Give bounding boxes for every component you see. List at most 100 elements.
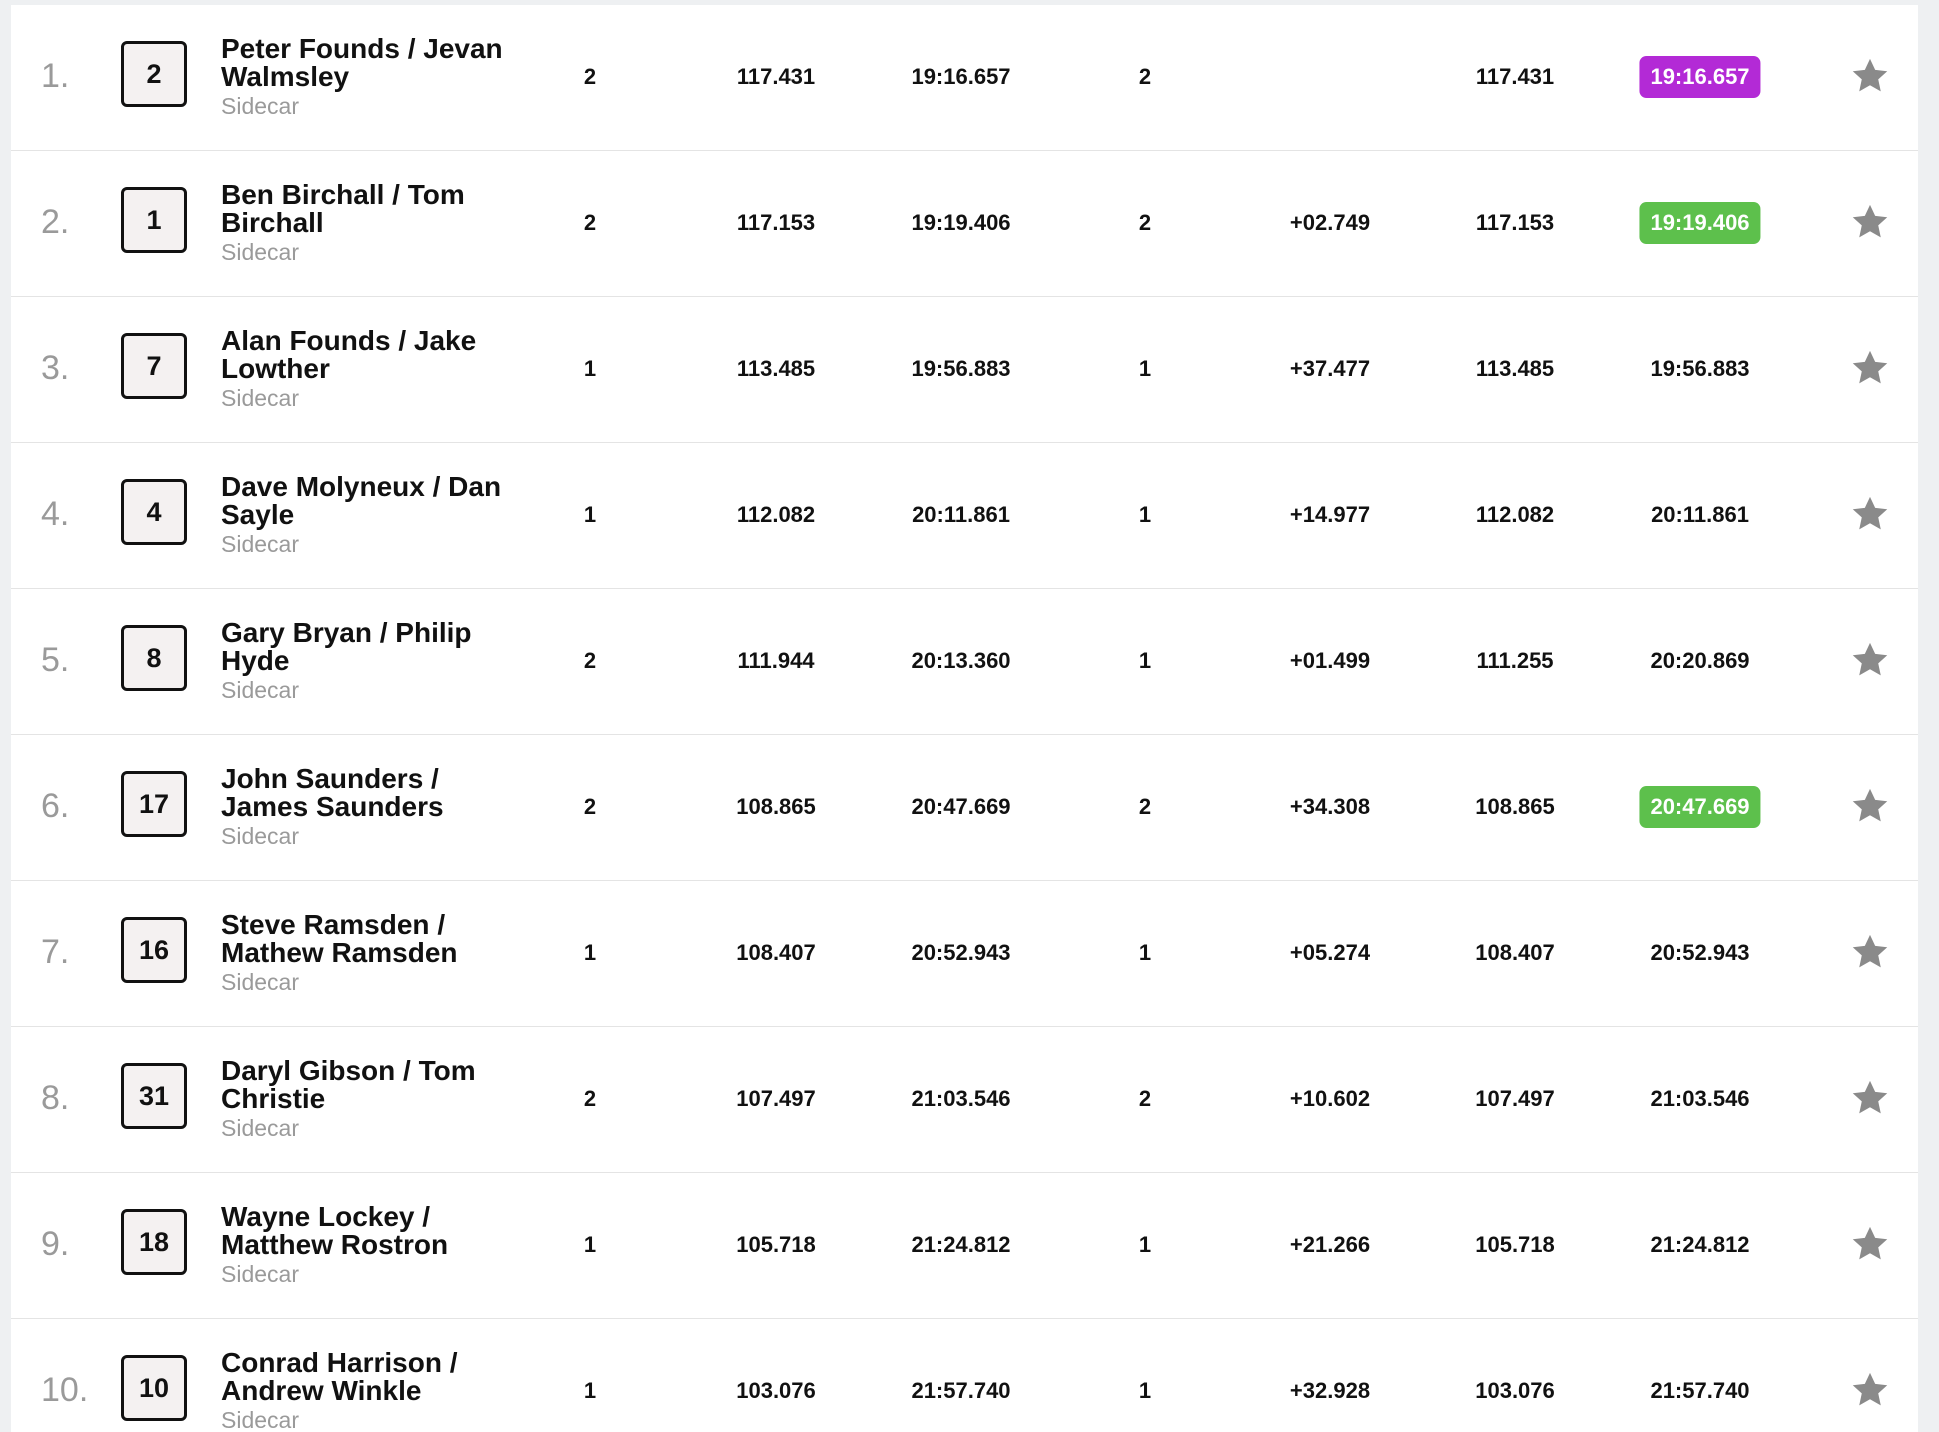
- best-lap-cell: 1: [1138, 502, 1152, 527]
- position-label: 3.: [41, 349, 70, 387]
- best-lap-cell: 1: [1138, 648, 1152, 673]
- position-label: 9.: [41, 1225, 70, 1263]
- race-number-badge: 7: [121, 333, 187, 399]
- best-lap-cell: 2: [1138, 64, 1152, 89]
- laps-cell: 1: [583, 1232, 597, 1257]
- position-label: 1.: [41, 57, 70, 95]
- rider-name[interactable]: Gary Bryan / Philip Hyde: [221, 617, 472, 676]
- best-speed-cell: 112.082: [1475, 502, 1555, 527]
- star-icon[interactable]: [1849, 1077, 1891, 1119]
- laps-cell: 1: [583, 1378, 597, 1403]
- laps-cell: 1: [583, 356, 597, 381]
- rider-info: Ben Birchall / Tom Birchall Sidecar: [221, 181, 521, 267]
- star-icon[interactable]: [1849, 1223, 1891, 1265]
- best-speed-cell: 113.485: [1475, 356, 1555, 381]
- gap-cell: +32.928: [1289, 1378, 1371, 1403]
- position-label: 4.: [41, 495, 70, 533]
- rider-info: Conrad Harrison / Andrew Winkle Sidecar: [221, 1349, 521, 1432]
- star-icon[interactable]: [1849, 785, 1891, 827]
- laps-cell: 2: [583, 210, 597, 235]
- best-time-cell: 20:20.869: [1650, 648, 1750, 673]
- laps-cell: 2: [583, 1086, 597, 1111]
- table-row[interactable]: 6. 17 John Saunders / James Saunders Sideca…: [11, 735, 1918, 881]
- best-speed-cell: 108.865: [1475, 794, 1555, 819]
- gap-cell: +10.602: [1289, 1086, 1371, 1111]
- star-icon[interactable]: [1849, 493, 1891, 535]
- table-row[interactable]: 4. 4 Dave Molyneux / Dan Sayle Sidecar 1 112.…: [11, 443, 1918, 589]
- gap-cell: +05.274: [1289, 940, 1371, 965]
- race-number-badge: 10: [121, 1355, 187, 1421]
- rider-name[interactable]: Alan Founds / Jake Lowther: [221, 325, 477, 384]
- speed-cell: 108.865: [736, 794, 816, 819]
- speed-cell: 105.718: [736, 1232, 816, 1257]
- rider-info: Dave Molyneux / Dan Sayle Sidecar: [221, 473, 521, 559]
- rider-name[interactable]: Peter Founds / Jevan Walmsley: [221, 33, 503, 92]
- rider-name[interactable]: Wayne Lockey / Matthew Rostron: [221, 1201, 449, 1260]
- laps-cell: 2: [583, 794, 597, 819]
- rider-class: Sidecar: [221, 531, 299, 557]
- results-table: 1. 2 Peter Founds / Jevan Walmsley Sidecar 2…: [11, 5, 1918, 1432]
- table-row[interactable]: 9. 18 Wayne Lockey / Matthew Rostron Sideca…: [11, 1173, 1918, 1319]
- time-cell: 20:47.669: [911, 794, 1011, 819]
- race-number-badge: 2: [121, 41, 187, 107]
- position-label: 10.: [41, 1371, 89, 1409]
- time-cell: 21:24.812: [911, 1232, 1011, 1257]
- rider-info: Peter Founds / Jevan Walmsley Sidecar: [221, 35, 521, 121]
- best-time-badge: 19:16.657: [1639, 56, 1761, 98]
- time-cell: 19:16.657: [911, 64, 1011, 89]
- rider-info: Wayne Lockey / Matthew Rostron Sidecar: [221, 1203, 521, 1289]
- speed-cell: 117.153: [736, 210, 816, 235]
- table-row[interactable]: 8. 31 Daryl Gibson / Tom Christie Sidecar 2 1…: [11, 1027, 1918, 1173]
- speed-cell: 111.944: [737, 648, 815, 673]
- rider-name[interactable]: Conrad Harrison / Andrew Winkle: [221, 1347, 458, 1406]
- best-speed-cell: 108.407: [1475, 940, 1555, 965]
- star-icon[interactable]: [1849, 931, 1891, 973]
- race-number-badge: 1: [121, 187, 187, 253]
- speed-cell: 117.431: [736, 64, 816, 89]
- position-label: 5.: [41, 641, 70, 679]
- rider-class: Sidecar: [221, 239, 299, 265]
- best-lap-cell: 2: [1138, 794, 1152, 819]
- table-row[interactable]: 2. 1 Ben Birchall / Tom Birchall Sidecar 2 11…: [11, 151, 1918, 297]
- position-label: 6.: [41, 787, 70, 825]
- time-cell: 19:56.883: [911, 356, 1011, 381]
- time-cell: 21:03.546: [911, 1086, 1011, 1111]
- best-lap-cell: 1: [1138, 1232, 1152, 1257]
- gap-cell: +14.977: [1289, 502, 1371, 527]
- race-number-badge: 17: [121, 771, 187, 837]
- best-time-cell: 19:56.883: [1650, 356, 1750, 381]
- rider-class: Sidecar: [221, 969, 299, 995]
- rider-info: Daryl Gibson / Tom Christie Sidecar: [221, 1057, 521, 1143]
- race-number-badge: 4: [121, 479, 187, 545]
- table-row[interactable]: 5. 8 Gary Bryan / Philip Hyde Sidecar 2 111.9…: [11, 589, 1918, 735]
- rider-class: Sidecar: [221, 1261, 299, 1287]
- rider-class: Sidecar: [221, 385, 299, 411]
- rider-info: Steve Ramsden / Mathew Ramsden Sidecar: [221, 911, 521, 997]
- best-time-cell: 20:11.861: [1651, 502, 1749, 527]
- best-speed-cell: 111.255: [1476, 648, 1554, 673]
- rider-name[interactable]: Ben Birchall / Tom Birchall: [221, 179, 465, 238]
- star-icon[interactable]: [1849, 639, 1891, 681]
- table-row[interactable]: 3. 7 Alan Founds / Jake Lowther Sidecar 1 113…: [11, 297, 1918, 443]
- gap-cell: +21.266: [1289, 1232, 1371, 1257]
- rider-name[interactable]: Dave Molyneux / Dan Sayle: [221, 471, 502, 530]
- table-row[interactable]: 1. 2 Peter Founds / Jevan Walmsley Sidecar 2…: [11, 5, 1918, 151]
- laps-cell: 2: [583, 648, 597, 673]
- star-icon[interactable]: [1849, 201, 1891, 243]
- best-speed-cell: 107.497: [1475, 1086, 1555, 1111]
- rider-class: Sidecar: [221, 1407, 299, 1432]
- gap-cell: +01.499: [1289, 648, 1371, 673]
- rider-name[interactable]: Daryl Gibson / Tom Christie: [221, 1055, 476, 1114]
- best-lap-cell: 2: [1138, 1086, 1152, 1111]
- rider-class: Sidecar: [221, 1115, 299, 1141]
- star-icon[interactable]: [1849, 347, 1891, 389]
- table-row[interactable]: 7. 16 Steve Ramsden / Mathew Ramsden Sideca…: [11, 881, 1918, 1027]
- speed-cell: 108.407: [736, 940, 816, 965]
- table-row[interactable]: 10. 10 Conrad Harrison / Andrew Winkle Side…: [11, 1319, 1918, 1432]
- rider-name[interactable]: John Saunders / James Saunders: [221, 763, 444, 822]
- time-cell: 20:52.943: [911, 940, 1011, 965]
- star-icon[interactable]: [1849, 55, 1891, 97]
- rider-info: John Saunders / James Saunders Sidecar: [221, 765, 521, 851]
- rider-name[interactable]: Steve Ramsden / Mathew Ramsden: [221, 909, 458, 968]
- star-icon[interactable]: [1849, 1369, 1891, 1411]
